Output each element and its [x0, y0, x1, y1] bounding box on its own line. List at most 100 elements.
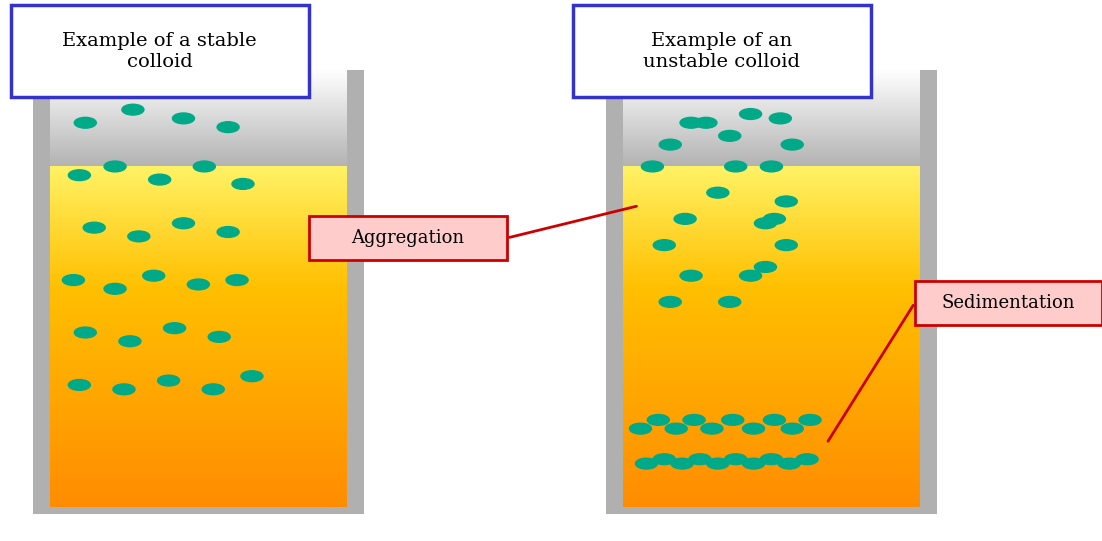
Bar: [50, 376, 347, 380]
Bar: [50, 185, 347, 188]
Bar: [50, 136, 347, 137]
Circle shape: [104, 283, 126, 294]
Bar: [623, 228, 920, 230]
Bar: [623, 489, 920, 493]
Bar: [623, 163, 920, 164]
Circle shape: [719, 130, 741, 141]
Circle shape: [659, 296, 681, 307]
Bar: [50, 143, 347, 146]
Bar: [623, 333, 920, 336]
Bar: [623, 347, 920, 351]
Bar: [50, 325, 347, 329]
Circle shape: [725, 454, 747, 465]
Bar: [50, 118, 347, 120]
Bar: [50, 471, 347, 474]
Bar: [623, 153, 920, 155]
Bar: [623, 387, 920, 391]
Bar: [623, 358, 920, 361]
Text: Aggregation: Aggregation: [352, 229, 464, 247]
Bar: [50, 151, 347, 153]
Bar: [623, 136, 920, 137]
Bar: [623, 478, 920, 482]
Bar: [623, 137, 920, 140]
Bar: [50, 276, 347, 280]
Bar: [50, 267, 347, 270]
Bar: [50, 474, 347, 478]
Bar: [50, 120, 347, 122]
Bar: [50, 85, 347, 88]
Bar: [50, 274, 347, 276]
Bar: [623, 391, 920, 394]
Bar: [623, 95, 920, 97]
Circle shape: [84, 222, 105, 233]
Bar: [50, 209, 347, 213]
Bar: [50, 88, 347, 90]
Bar: [623, 237, 920, 240]
Bar: [50, 197, 347, 200]
FancyBboxPatch shape: [309, 216, 507, 260]
Bar: [623, 215, 920, 219]
Bar: [50, 409, 347, 413]
Bar: [623, 474, 920, 478]
Bar: [50, 91, 347, 94]
Bar: [623, 140, 920, 141]
Circle shape: [63, 275, 85, 286]
Bar: [50, 132, 347, 134]
Bar: [623, 384, 920, 387]
Circle shape: [683, 414, 705, 425]
Bar: [623, 380, 920, 384]
Bar: [50, 329, 347, 333]
Bar: [50, 504, 347, 507]
Circle shape: [647, 414, 669, 425]
Bar: [623, 361, 920, 365]
Bar: [50, 314, 347, 318]
Circle shape: [701, 423, 723, 434]
Bar: [623, 274, 920, 276]
Bar: [50, 311, 347, 314]
Circle shape: [743, 423, 765, 434]
Bar: [50, 206, 347, 209]
Bar: [623, 280, 920, 283]
Circle shape: [671, 458, 693, 469]
Bar: [623, 122, 920, 124]
Bar: [623, 80, 920, 82]
Bar: [50, 194, 347, 197]
Bar: [50, 82, 347, 84]
Bar: [50, 361, 347, 365]
Bar: [50, 225, 347, 228]
Bar: [623, 179, 920, 182]
Bar: [623, 113, 920, 115]
Bar: [50, 464, 347, 467]
Circle shape: [796, 454, 818, 465]
Bar: [50, 365, 347, 369]
Bar: [50, 467, 347, 471]
Bar: [623, 267, 920, 270]
Circle shape: [659, 139, 681, 150]
Circle shape: [217, 227, 239, 237]
Bar: [50, 70, 347, 72]
Bar: [623, 107, 920, 109]
Bar: [623, 464, 920, 467]
Bar: [623, 471, 920, 474]
Circle shape: [163, 323, 185, 334]
Bar: [50, 255, 347, 258]
Bar: [623, 157, 920, 159]
Bar: [50, 354, 347, 358]
Bar: [623, 442, 920, 445]
Bar: [623, 314, 920, 318]
Text: Example of a stable
colloid: Example of a stable colloid: [63, 32, 257, 71]
Bar: [623, 128, 920, 130]
Bar: [50, 137, 347, 140]
Circle shape: [719, 296, 741, 307]
Bar: [50, 333, 347, 336]
Bar: [623, 265, 920, 267]
Bar: [50, 215, 347, 219]
Bar: [623, 225, 920, 228]
Bar: [50, 124, 347, 126]
Bar: [623, 276, 920, 280]
Bar: [623, 398, 920, 402]
Bar: [623, 149, 920, 151]
Circle shape: [695, 117, 717, 128]
Bar: [623, 164, 920, 167]
Bar: [50, 99, 347, 101]
